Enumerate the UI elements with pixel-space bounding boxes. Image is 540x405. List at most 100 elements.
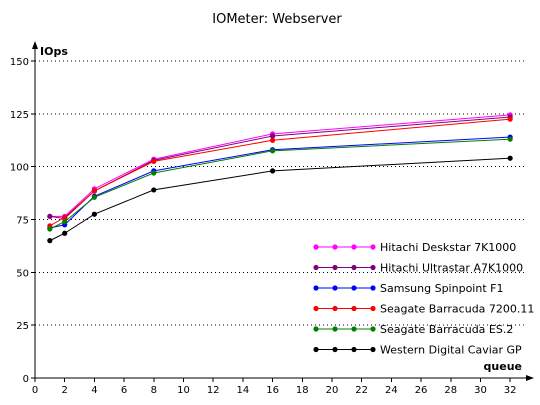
data-point xyxy=(91,188,97,194)
legend-marker xyxy=(332,285,338,291)
x-tick-label: 4 xyxy=(91,385,97,396)
x-tick-label: 32 xyxy=(504,385,517,396)
x-tick-label: 22 xyxy=(355,385,368,396)
x-tick-label: 10 xyxy=(177,385,190,396)
legend-marker xyxy=(313,244,319,250)
legend-label: Samsung Spinpoint F1 xyxy=(380,282,503,295)
legend-marker xyxy=(351,264,357,271)
x-tick-label: 14 xyxy=(237,385,250,396)
y-tick-label: 125 xyxy=(10,110,29,121)
legend-item: Seagate Barracuda ES.2 xyxy=(313,323,513,336)
x-axis-label: queue xyxy=(484,360,522,373)
x-tick-label: 30 xyxy=(474,385,487,396)
data-point xyxy=(62,230,68,236)
y-tick-labels: 0 25 50 75 100 125 150 xyxy=(10,57,29,385)
series-1 xyxy=(47,112,513,219)
x-tick-label: 20 xyxy=(326,385,339,396)
legend-item: Western Digital Caviar GP xyxy=(313,344,522,357)
y-tick-label: 25 xyxy=(16,321,29,332)
series-6 xyxy=(47,155,513,244)
data-point xyxy=(47,238,53,244)
y-tick-label: 150 xyxy=(10,57,29,68)
legend-marker xyxy=(313,285,319,291)
x-tick-label: 0 xyxy=(32,385,38,396)
x-axis-arrow xyxy=(526,375,534,381)
legend-marker xyxy=(370,305,376,312)
x-tick-label: 12 xyxy=(207,385,220,396)
legend-marker xyxy=(370,326,376,332)
legend-marker xyxy=(332,346,338,353)
chart-title: IOMeter: Webserver xyxy=(212,12,342,27)
legend-label: Hitachi Ultrastar A7K1000 xyxy=(380,262,523,275)
axes xyxy=(31,41,534,382)
x-tick-label: 28 xyxy=(444,385,457,396)
grid-lines xyxy=(35,60,525,326)
data-point xyxy=(91,211,97,217)
data-point xyxy=(47,226,53,232)
x-tick-label: 26 xyxy=(415,385,428,396)
data-point xyxy=(62,219,68,225)
series-line xyxy=(49,138,511,230)
x-tick-label: 24 xyxy=(385,385,398,396)
legend-marker xyxy=(351,326,357,332)
x-tick-label: 18 xyxy=(296,385,309,396)
x-tick-label: 6 xyxy=(121,385,127,396)
legend: Hitachi Deskstar 7K1000 Hitachi Ultrastar… xyxy=(313,241,534,357)
y-tick-label: 50 xyxy=(16,268,29,279)
data-point xyxy=(269,137,276,143)
legend-marker xyxy=(370,346,376,353)
legend-marker xyxy=(370,264,376,271)
legend-marker xyxy=(313,326,319,332)
data-point xyxy=(507,155,513,161)
data-point xyxy=(269,148,276,154)
y-axis-label: IOps xyxy=(40,45,68,58)
data-point xyxy=(91,194,97,200)
data-point xyxy=(507,136,513,142)
y-tick-label: 100 xyxy=(10,163,29,174)
legend-marker xyxy=(332,326,338,332)
series-5 xyxy=(47,136,513,232)
legend-label: Hitachi Deskstar 7K1000 xyxy=(380,241,516,254)
x-tick-labels: 0 2 4 6 8 10 12 14 16 18 20 22 24 26 28 30 32 xyxy=(32,385,517,396)
legend-label: Seagate Barracuda 7200.11 xyxy=(380,303,534,316)
legend-marker xyxy=(313,305,319,312)
y-tick-label: 75 xyxy=(16,216,29,227)
data-point xyxy=(269,168,276,174)
y-tick-label: 0 xyxy=(23,374,29,385)
series-line xyxy=(49,116,511,219)
data-point xyxy=(507,116,513,122)
series-line xyxy=(49,118,511,227)
legend-marker xyxy=(351,244,357,250)
legend-label: Seagate Barracuda ES.2 xyxy=(380,323,513,336)
data-point xyxy=(151,158,157,164)
legend-item: Samsung Spinpoint F1 xyxy=(313,282,503,295)
legend-marker xyxy=(351,285,357,291)
data-point xyxy=(269,133,276,139)
legend-item: Hitachi Ultrastar A7K1000 xyxy=(313,262,523,275)
legend-marker xyxy=(313,264,319,271)
x-tick-label: 8 xyxy=(151,385,157,396)
data-point xyxy=(62,214,68,220)
legend-item: Hitachi Deskstar 7K1000 xyxy=(313,241,516,254)
series-4 xyxy=(47,116,513,229)
data-point xyxy=(151,170,157,176)
legend-marker xyxy=(370,244,376,250)
legend-item: Seagate Barracuda 7200.11 xyxy=(313,303,534,316)
series-line xyxy=(49,114,511,217)
legend-marker xyxy=(351,346,357,353)
legend-marker xyxy=(370,285,376,291)
legend-marker xyxy=(313,346,319,353)
legend-marker xyxy=(332,244,338,250)
legend-marker xyxy=(332,264,338,271)
legend-label: Western Digital Caviar GP xyxy=(380,344,522,357)
x-tick-label: 16 xyxy=(266,385,279,396)
series-3 xyxy=(47,134,513,231)
series-group xyxy=(47,112,513,244)
data-point xyxy=(47,213,53,219)
x-tick-label: 2 xyxy=(62,385,68,396)
legend-marker xyxy=(351,305,357,312)
series-line xyxy=(49,157,511,242)
data-point xyxy=(151,187,157,193)
legend-marker xyxy=(332,305,338,312)
